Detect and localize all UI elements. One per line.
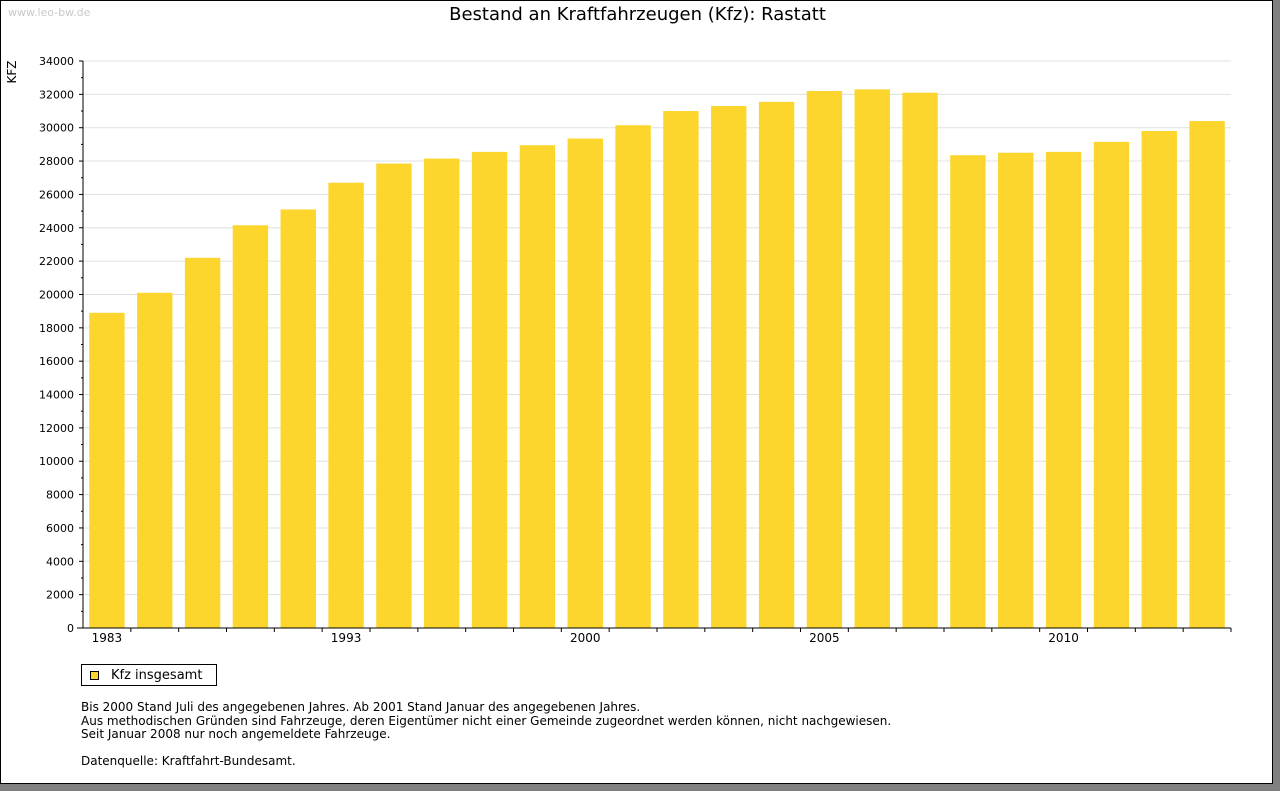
bar <box>328 182 364 629</box>
footnote-line: Bis 2000 Stand Juli des angegebenen Jahr… <box>81 700 641 714</box>
y-axis-label: KFZ <box>5 61 19 84</box>
y-tick-label: 30000 <box>39 122 74 135</box>
bar <box>711 106 747 628</box>
footnote-line: Seit Januar 2008 nur noch angemeldete Fa… <box>81 727 391 741</box>
y-tick-label: 18000 <box>39 322 74 335</box>
y-tick-label: 20000 <box>39 288 74 301</box>
bar <box>854 89 890 629</box>
y-tick-label: 12000 <box>39 422 74 435</box>
x-tick-label: 2000 <box>570 631 601 645</box>
bar <box>1141 131 1177 628</box>
data-source: Datenquelle: Kraftfahrt-Bundesamt. <box>81 753 296 768</box>
y-tick-label: 16000 <box>39 355 74 368</box>
bar <box>1093 141 1130 628</box>
bar <box>998 152 1034 628</box>
legend-swatch-icon <box>90 671 99 680</box>
bar <box>1045 151 1082 628</box>
y-tick-label: 6000 <box>46 522 74 535</box>
y-tick-label: 8000 <box>46 489 74 502</box>
bar <box>663 111 699 628</box>
bar <box>376 163 412 628</box>
y-tick-label: 26000 <box>39 188 74 201</box>
x-tick-label: 1983 <box>92 631 123 645</box>
legend-label: Kfz insgesamt <box>111 668 203 683</box>
y-tick-label: 10000 <box>39 455 74 468</box>
x-tick-label: 2005 <box>809 631 840 645</box>
y-ticks: 0 2000 4000 6000 8000 10000 12000 14000 16000 180… <box>39 55 83 635</box>
bar <box>806 91 843 629</box>
bar <box>424 158 460 628</box>
x-tick-label: 1993 <box>331 631 362 645</box>
y-tick-label: 24000 <box>39 222 74 235</box>
watermark: www.leo-bw.de <box>8 6 91 19</box>
y-tick-label: 2000 <box>46 589 74 602</box>
bar <box>137 292 173 628</box>
footnote-line: Aus methodischen Gründen sind Fahrzeuge,… <box>81 713 892 728</box>
bar <box>567 138 603 628</box>
bar <box>232 225 269 628</box>
bar <box>1189 121 1225 629</box>
y-tick-label: 14000 <box>39 389 74 402</box>
footnotes: Bis 2000 Stand Juli des angegebenen Jahr… <box>81 700 892 768</box>
y-tick-label: 28000 <box>39 155 74 168</box>
x-tick-label: 2010 <box>1048 631 1079 645</box>
bar-chart: 0 2000 4000 6000 8000 10000 12000 14000 16000 180… <box>5 55 1232 645</box>
legend: Kfz insgesamt <box>81 664 217 686</box>
bar <box>471 151 508 628</box>
bar <box>950 155 986 629</box>
chart-title: Bestand an Kraftfahrzeugen (Kfz): Rastat… <box>449 4 826 25</box>
bar <box>89 312 125 628</box>
y-tick-label: 32000 <box>39 88 74 101</box>
y-tick-label: 4000 <box>46 555 74 568</box>
bar <box>902 92 938 628</box>
x-ticks: 1983 1993 2000 2005 2010 <box>92 628 1232 645</box>
gridlines <box>83 60 1231 596</box>
bar <box>615 125 651 629</box>
bar <box>184 257 221 628</box>
bar <box>758 101 795 628</box>
y-tick-label: 0 <box>67 622 74 635</box>
bar <box>280 209 316 628</box>
bar <box>519 145 556 628</box>
bars <box>89 89 1225 629</box>
y-tick-label: 34000 <box>39 55 74 68</box>
y-tick-label: 22000 <box>39 255 74 268</box>
